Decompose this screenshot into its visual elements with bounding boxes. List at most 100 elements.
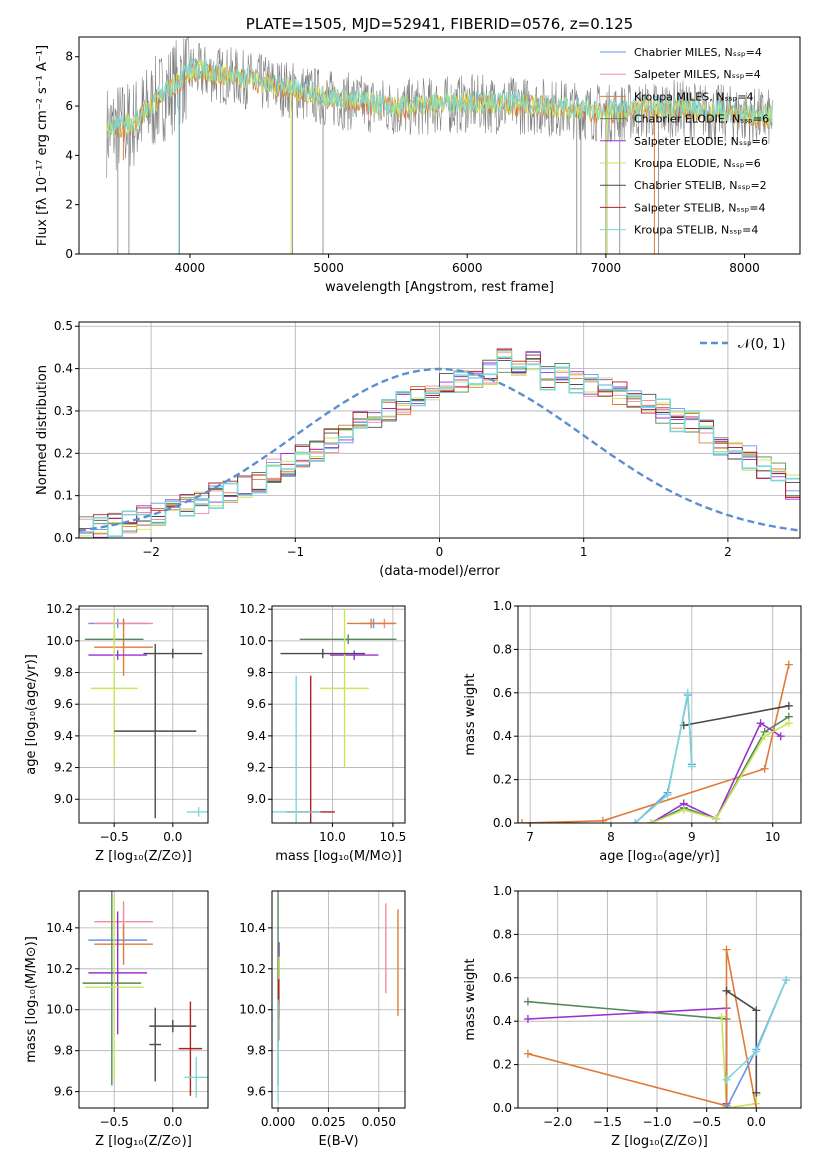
histogram-series <box>79 358 800 538</box>
plot-frame <box>517 605 802 824</box>
x-axis-label: Z [log₁₀(Z/Z⊙)] <box>95 849 192 864</box>
weight-marker <box>647 819 656 823</box>
x-tick-label: −2 <box>142 545 160 559</box>
y-tick-label: 0 <box>65 247 73 261</box>
y-tick-label: 9.0 <box>247 792 266 806</box>
weight-marker <box>631 819 640 823</box>
weight-marker <box>598 816 607 823</box>
x-tick-label: −0.5 <box>692 1115 721 1129</box>
histogram-series <box>79 356 800 537</box>
y-tick-label: 0.4 <box>493 1014 512 1028</box>
y-tick-label: 9.8 <box>247 666 266 680</box>
plot-area <box>272 609 397 823</box>
y-tick-label: 9.2 <box>247 761 266 775</box>
weight-marker <box>722 945 731 954</box>
y-tick-label: 0.0 <box>54 531 73 545</box>
y-tick-label: 0.6 <box>493 686 512 700</box>
legend-label: Chabrier MILES, Nₛₛₚ=4 <box>634 46 762 59</box>
y-tick-label: 9.4 <box>54 729 73 743</box>
y-tick-label: 0.2 <box>493 773 512 787</box>
x-tick-label: 0.050 <box>362 1115 396 1129</box>
x-axis-label: E(B-V) <box>318 1134 358 1149</box>
weight-marker <box>784 660 793 669</box>
x-tick-label: 2 <box>724 545 732 559</box>
weight-marker <box>752 1104 761 1108</box>
x-tick-label: 0 <box>436 545 444 559</box>
x-tick-label: −0.5 <box>100 830 129 844</box>
weight-marker <box>784 719 793 728</box>
weight-marker <box>784 701 793 710</box>
plot-frame <box>78 36 801 255</box>
y-tick-label: 0.4 <box>493 729 512 743</box>
y-tick-label: 0.0 <box>493 1101 512 1115</box>
weight-marker <box>722 986 731 995</box>
weight-series <box>683 705 790 727</box>
y-tick-label: 9.4 <box>247 729 266 743</box>
x-tick-label: 0.000 <box>261 1115 295 1129</box>
y-tick-label: 0.0 <box>493 816 512 830</box>
y-tick-label: 9.6 <box>54 697 73 711</box>
y-tick-label: 9.6 <box>247 1085 266 1099</box>
weight-marker <box>523 1015 532 1024</box>
y-tick-label: 0.2 <box>493 1058 512 1072</box>
weight-marker <box>712 814 721 823</box>
y-tick-label: 10.4 <box>46 921 73 935</box>
weight-marker <box>756 719 765 728</box>
x-tick-label: 0.025 <box>311 1115 345 1129</box>
legend-label: Kroupa ELODIE, Nₛₛₚ=6 <box>634 157 761 170</box>
legend: 𝒩(0, 1) <box>700 337 785 352</box>
plot-area <box>84 610 208 819</box>
legend-label: Kroupa STELIB, Nₛₛₚ=4 <box>634 224 758 237</box>
x-axis-label: (data-model)/error <box>379 564 500 579</box>
y-tick-label: 2 <box>65 198 73 212</box>
weight-marker <box>722 1075 731 1084</box>
y-tick-label: 1.0 <box>493 599 512 613</box>
plot-area <box>82 891 208 1098</box>
y-tick-label: 0.2 <box>54 446 73 460</box>
legend-label: Salpeter MILES, Nₛₛₚ=4 <box>634 68 761 81</box>
x-tick-label: 8 <box>607 830 615 844</box>
y-axis-label: Normed distribution <box>35 365 50 495</box>
chart-mass-weight-vs-z: −2.0 −1.5 −1.0 −0.5 0.0 0.0 0.2 0.4 0.6 0.8 1.0 Z [… <box>463 884 802 1149</box>
y-tick-label: 9.8 <box>54 1044 73 1058</box>
y-tick-label: 10.0 <box>239 1003 266 1017</box>
x-tick-label: 7 <box>526 830 534 844</box>
x-tick-label: 0.0 <box>163 1115 182 1129</box>
y-tick-label: 0.4 <box>54 362 73 376</box>
plot-area <box>106 37 773 254</box>
y-tick-label: 10.0 <box>46 634 73 648</box>
y-tick-label: 0.6 <box>493 971 512 985</box>
y-tick-label: 1.0 <box>493 884 512 898</box>
y-tick-label: 0.3 <box>54 404 73 418</box>
plot-frame <box>78 321 801 539</box>
legend-label: Salpeter ELODIE, Nₛₛₚ=6 <box>634 135 768 148</box>
weight-series <box>634 692 693 823</box>
y-tick-label: 10.0 <box>46 1003 73 1017</box>
x-axis-label: age [log₁₀(age/yr)] <box>599 849 720 864</box>
y-tick-label: 9.8 <box>54 666 73 680</box>
weight-marker <box>663 790 672 799</box>
weight-marker <box>782 975 791 984</box>
weight-marker <box>687 762 696 771</box>
plot-area <box>518 660 793 823</box>
weight-series <box>527 949 758 1108</box>
y-axis-label: mass [log₁₀(M/M⊙)] <box>24 936 39 1063</box>
x-tick-label: 10.5 <box>380 830 407 844</box>
weight-marker <box>523 1049 532 1058</box>
chart-age-vs-z: −0.5 0.0 9.0 9.2 9.4 9.6 9.8 10.0 10.2 Z [log₁₀(Z… <box>24 602 209 864</box>
x-axis-label: Z [log₁₀(Z/Z⊙)] <box>611 1134 708 1149</box>
plot-area <box>523 945 791 1108</box>
x-tick-label: 9 <box>688 830 696 844</box>
x-tick-label: 5000 <box>313 261 344 275</box>
x-axis-label: Z [log₁₀(Z/Z⊙)] <box>95 1134 192 1149</box>
weight-series <box>720 1016 758 1108</box>
y-tick-label: 6 <box>65 99 73 113</box>
y-tick-label: 10.2 <box>239 962 266 976</box>
legend-label: Kroupa MILES, Nₛₛₚ=4 <box>634 90 754 103</box>
plot-frame <box>271 605 406 824</box>
weight-marker <box>760 732 769 741</box>
legend: Chabrier MILES, Nₛₛₚ=4 Salpeter MILES, Nₛ… <box>600 46 769 237</box>
y-tick-label: 0.1 <box>54 489 73 503</box>
weight-marker <box>776 732 785 741</box>
x-tick-label: 0.0 <box>747 1115 766 1129</box>
